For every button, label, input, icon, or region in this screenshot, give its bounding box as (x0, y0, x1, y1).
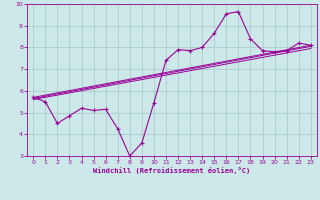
X-axis label: Windchill (Refroidissement éolien,°C): Windchill (Refroidissement éolien,°C) (93, 167, 251, 174)
